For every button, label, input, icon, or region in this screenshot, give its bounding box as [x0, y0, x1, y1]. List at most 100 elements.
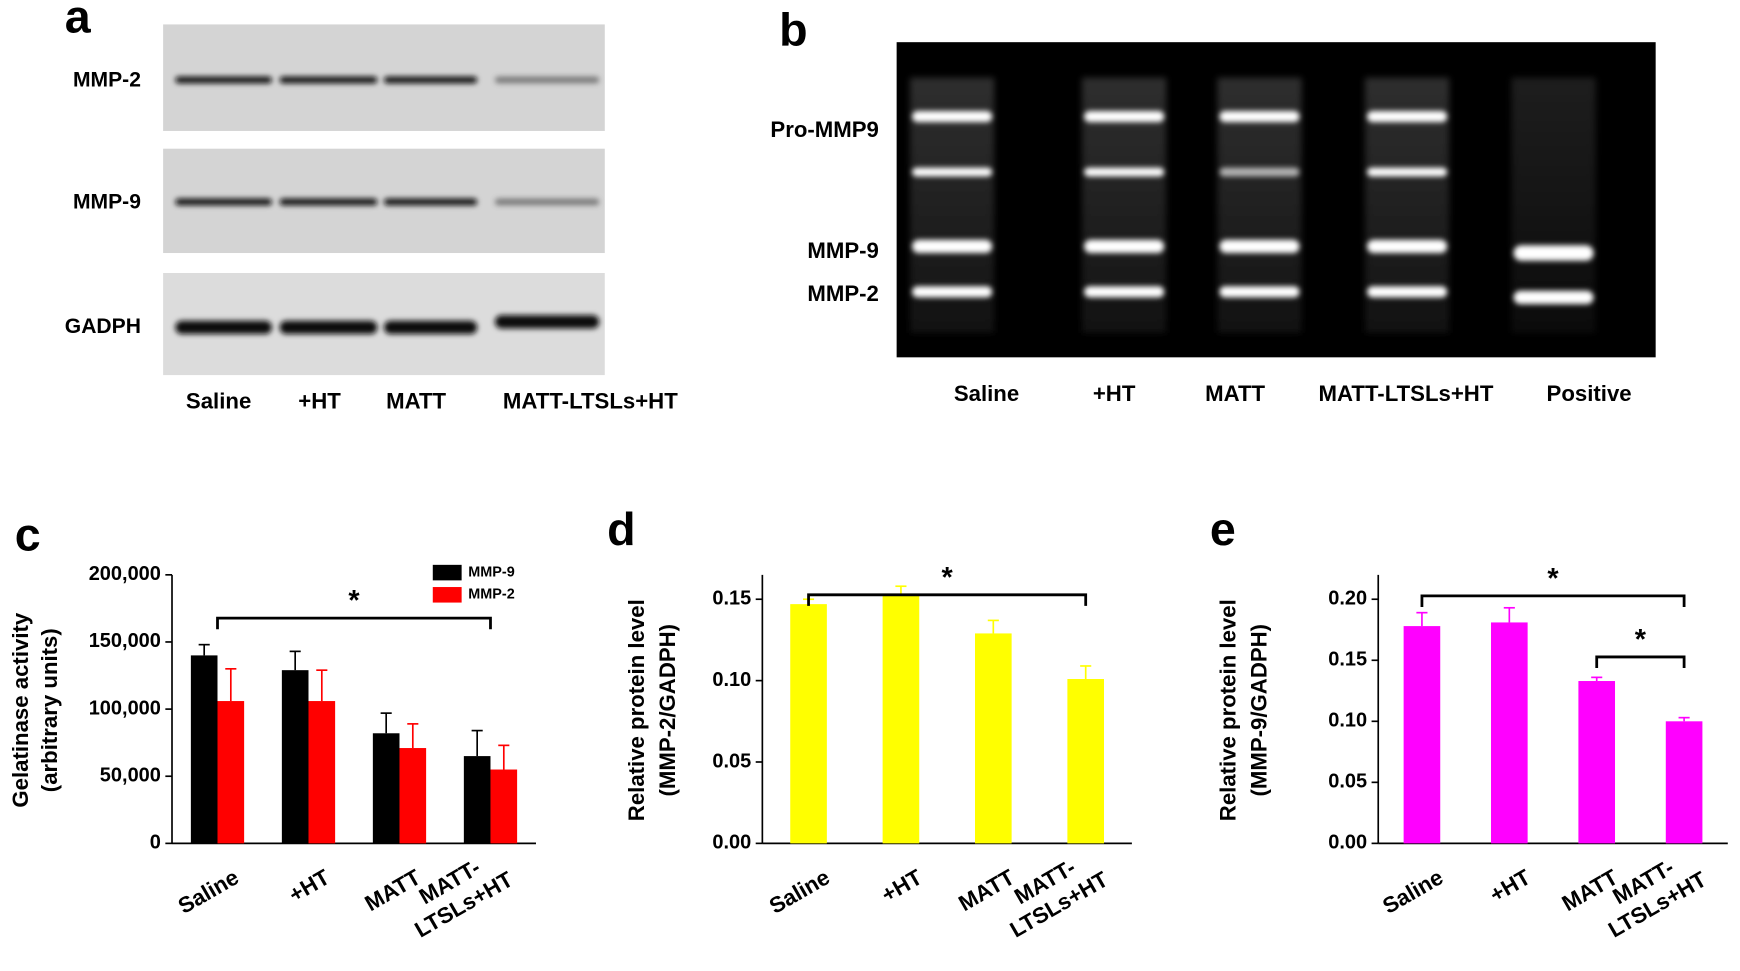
- y-tick-label: 0.10: [1328, 710, 1367, 732]
- gel-band: [1219, 167, 1300, 177]
- lane-label: Saline: [186, 389, 251, 414]
- significance-label: *: [1547, 563, 1559, 595]
- x-tick-label: +HT: [285, 864, 335, 907]
- bar: [372, 733, 400, 844]
- gel-band: [1513, 245, 1594, 261]
- gel-band: [1084, 167, 1165, 177]
- error-bar: [380, 712, 392, 734]
- y-axis-label: (arbitrary units): [37, 628, 62, 792]
- gel-band: [1219, 110, 1300, 123]
- panel-label: e: [1210, 503, 1236, 555]
- error-bar: [225, 667, 237, 702]
- blot-band: [175, 76, 272, 84]
- panel-label: a: [65, 0, 92, 42]
- x-tick-label: Saline: [174, 864, 243, 918]
- y-tick-label: 50,000: [100, 765, 161, 787]
- panel-label: c: [15, 509, 41, 561]
- legend-label: MMP-9: [468, 564, 514, 580]
- y-tick-label: 100,000: [89, 697, 161, 719]
- y-tick-label: 0.05: [1328, 771, 1367, 793]
- band-label: MMP-2: [807, 281, 879, 306]
- y-tick-label: 0.05: [712, 750, 751, 772]
- blot-band: [175, 320, 272, 335]
- bar: [190, 655, 218, 844]
- error-bar: [987, 619, 999, 634]
- blot-band: [383, 320, 478, 335]
- band-label: MMP-9: [807, 238, 879, 263]
- y-tick-label: 0.20: [1328, 588, 1367, 610]
- x-tick-label: Saline: [1378, 864, 1447, 918]
- x-tick-label: MATT-LTSLs+HT: [992, 843, 1112, 942]
- error-bar: [1416, 611, 1428, 627]
- bar: [308, 701, 336, 844]
- y-tick-label: 0.15: [712, 588, 751, 610]
- gel-band: [1367, 239, 1448, 254]
- y-axis-label: Gelatinase activity: [8, 612, 33, 808]
- blot-band: [175, 198, 272, 206]
- legend-swatch: [432, 564, 462, 581]
- blot-band: [494, 198, 600, 206]
- bar: [882, 594, 920, 844]
- panel-label: b: [779, 4, 807, 56]
- blot-band: [279, 198, 378, 206]
- gel-band: [1367, 167, 1448, 177]
- bar: [1491, 622, 1528, 844]
- y-tick-label: 0.15: [1328, 649, 1367, 671]
- gel-band: [1513, 290, 1594, 305]
- y-axis-label: Relative protein level: [624, 599, 649, 821]
- y-tick-label: 0.00: [1328, 832, 1367, 854]
- gel-band: [1084, 239, 1165, 254]
- bar: [790, 604, 827, 844]
- y-tick-label: 150,000: [89, 630, 161, 652]
- legend-label: MMP-2: [468, 587, 514, 603]
- lane-smear: [1511, 77, 1596, 333]
- y-axis-label: (MMP-9/GADPH): [1246, 624, 1271, 797]
- significance-bracket: [1420, 594, 1686, 608]
- bar: [1067, 678, 1105, 844]
- gel-band: [1219, 286, 1300, 298]
- error-bar: [289, 650, 301, 671]
- x-tick-label: Saline: [765, 864, 834, 918]
- panel-label: d: [607, 503, 635, 555]
- blot-band: [383, 198, 478, 206]
- blot-band: [383, 76, 478, 84]
- x-tick-label: MATT: [954, 864, 1019, 916]
- error-bar: [316, 669, 328, 702]
- x-tick-label: +HT: [877, 864, 927, 907]
- error-bar: [1503, 606, 1515, 623]
- gel-band: [1219, 239, 1300, 254]
- bar: [281, 670, 309, 844]
- y-tick-label: 0.10: [712, 669, 751, 691]
- blot-band: [494, 76, 600, 84]
- significance-label: *: [348, 585, 360, 617]
- bar: [399, 748, 427, 844]
- x-tick-label: MATT-LTSLs+HT: [397, 843, 517, 942]
- row-label: GADPH: [65, 315, 141, 338]
- y-tick-label: 0.00: [712, 832, 751, 854]
- bar: [490, 769, 518, 844]
- blot-band: [494, 315, 600, 329]
- lane-label: Positive: [1547, 381, 1632, 406]
- lane-label: +HT: [298, 389, 341, 414]
- x-tick-label: +HT: [1485, 864, 1535, 907]
- significance-label: *: [1635, 624, 1647, 656]
- row-label: MMP-2: [73, 69, 141, 92]
- band-label: Pro-MMP9: [770, 117, 878, 142]
- bar: [1578, 681, 1616, 844]
- gel-band: [1084, 110, 1165, 123]
- significance-label: *: [942, 562, 954, 594]
- lane-label: +HT: [1093, 381, 1136, 406]
- bar: [1403, 626, 1441, 844]
- gel-band: [912, 167, 993, 177]
- gel-band: [912, 286, 993, 298]
- significance-bracket: [1595, 655, 1686, 669]
- bar: [463, 756, 491, 844]
- error-bar: [1678, 716, 1690, 722]
- y-axis-label: (MMP-2/GADPH): [655, 624, 680, 797]
- error-bar: [1591, 676, 1603, 682]
- error-bar: [498, 744, 510, 770]
- error-bar: [1080, 665, 1092, 679]
- lane-label: MATT: [386, 389, 446, 414]
